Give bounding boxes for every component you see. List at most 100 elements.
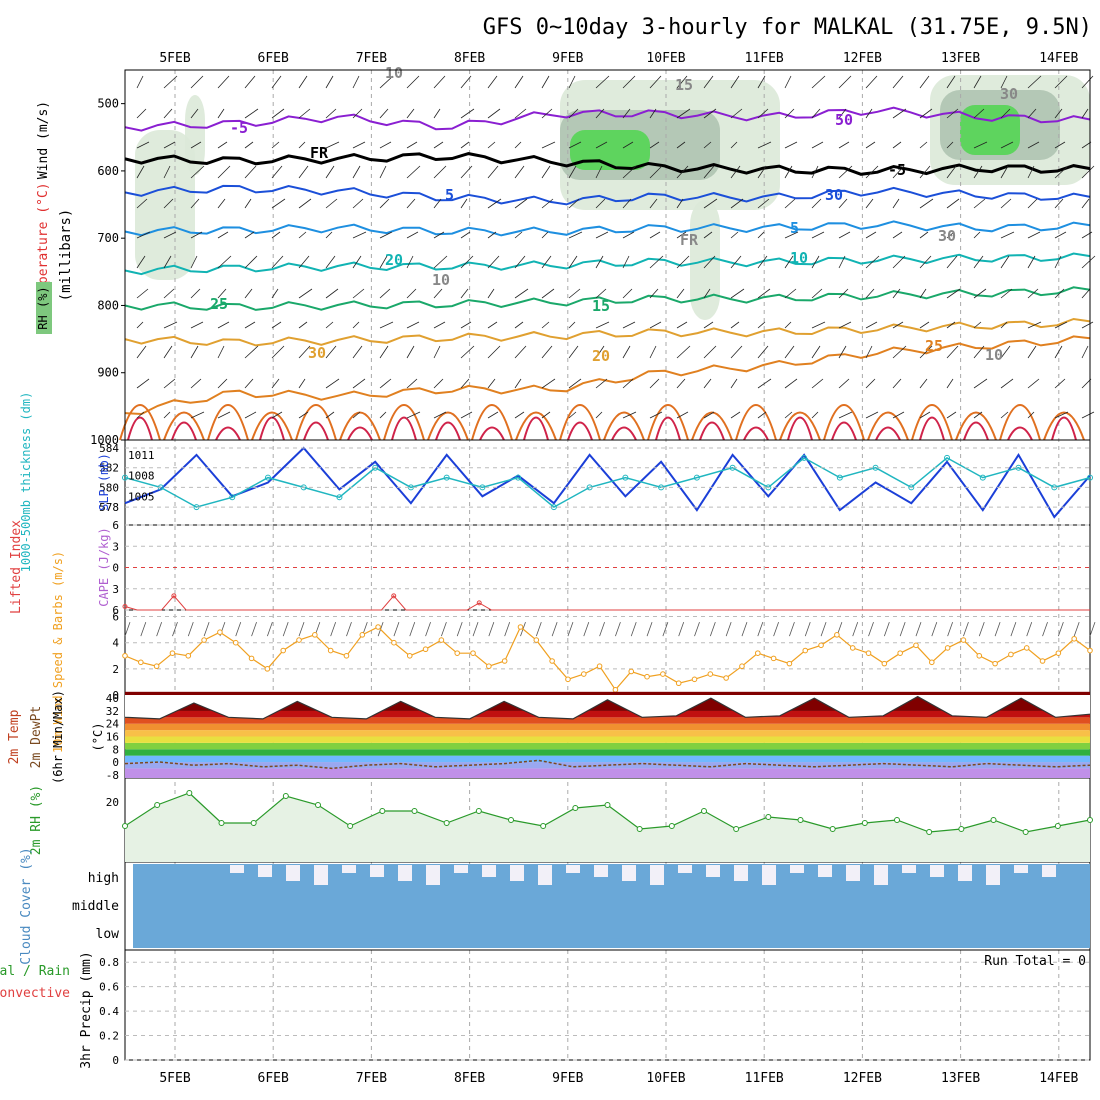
isotherm-10 (124, 220, 1091, 237)
wind-barb (811, 231, 825, 239)
wind-barb (433, 288, 443, 299)
wind-barb (514, 345, 527, 359)
temperature-axis-label: Temperature (°C) (36, 182, 51, 307)
wind-barb (946, 198, 960, 209)
wind-barb (676, 75, 688, 89)
wind-barb (217, 411, 231, 419)
contour-label: 15 (592, 297, 610, 315)
thickness-point (372, 464, 379, 471)
wind-barb-10m (599, 622, 605, 637)
wind-barb (838, 231, 851, 239)
date-label-bottom: 12FEB (843, 1071, 882, 1086)
wind-barb (514, 75, 524, 89)
wind-barb (217, 255, 232, 269)
pressure-tick-label: 1000 (90, 433, 119, 447)
contour-label: 30 (825, 186, 843, 204)
wind-barb (271, 141, 280, 149)
wind-barb-10m (678, 622, 685, 637)
rh-point (1054, 823, 1061, 829)
chart-title: GFS 0~10day 3-hourly for MALKAL (31.75E,… (483, 15, 1092, 40)
wind-barb (1000, 141, 1014, 149)
wind-speed-point (501, 658, 508, 664)
wind-barb (1081, 411, 1095, 419)
date-label-bottom: 13FEB (941, 1071, 980, 1086)
thickness-point (515, 474, 522, 481)
wind-barb (514, 108, 527, 119)
wind-barb-10m (994, 622, 1001, 637)
wind-barb (838, 165, 853, 179)
wind-barb (946, 288, 961, 299)
wind-barb (730, 165, 741, 179)
wind-barb (730, 288, 745, 299)
wind-barb-10m (1073, 622, 1080, 637)
wind-speed-point (1023, 645, 1030, 651)
wind-barb (163, 411, 171, 419)
wind-barb (919, 345, 933, 359)
wind-barb (649, 378, 660, 389)
temp-tick-label: 0 (112, 756, 119, 769)
thickness-point (693, 474, 700, 481)
isotherm-hot-loop (911, 404, 953, 441)
isotherm-hot-loop (559, 404, 601, 441)
wind-speed-point (976, 652, 983, 659)
wind-speed-point (438, 637, 445, 643)
temp-tick-label: 24 (106, 718, 120, 731)
thickness-point (443, 474, 450, 481)
wind-barb (271, 321, 282, 329)
wind-barb (1054, 108, 1063, 119)
wind-barb-10m (140, 622, 147, 637)
isotherm-warm-loop (171, 421, 197, 441)
wind-tick-label: 2 (112, 663, 119, 676)
wind-barb (217, 198, 226, 209)
pressure-tick-label: 700 (97, 231, 119, 245)
wind-barb (460, 198, 468, 209)
wind-barb (1081, 255, 1096, 269)
wind-barb (865, 378, 876, 389)
wind-barb (1027, 255, 1036, 269)
wind-speed-point (138, 659, 144, 666)
isotherm-5 (124, 184, 1091, 206)
isotherm-hot-loop (779, 411, 821, 441)
cloud-gap (678, 865, 692, 873)
wind-barb (217, 108, 225, 119)
contour-label: -5 (888, 161, 906, 179)
wind-barb (298, 198, 312, 209)
wind-speed-point (549, 658, 555, 664)
rh-point (990, 817, 997, 823)
lifted-index-line (124, 595, 1090, 611)
wind-barb-10m (773, 622, 779, 637)
wind-barb (649, 345, 657, 359)
wind-barb (244, 378, 254, 389)
cloud-gap (818, 865, 832, 877)
wind-barb (406, 321, 420, 329)
wind-barb (298, 288, 313, 299)
wind-barb-10m (1026, 622, 1033, 637)
wind-barb (784, 288, 797, 299)
wind-speed-point (422, 646, 429, 653)
temperature-line (124, 695, 1091, 720)
wind-barb (730, 345, 743, 359)
wind-barb (379, 231, 393, 239)
wind-barb (757, 231, 765, 239)
wind-barb (1054, 288, 1065, 299)
thickness-point (801, 454, 808, 461)
wind-barb (784, 378, 798, 389)
date-label-bottom: 10FEB (646, 1071, 685, 1086)
isotherm-15 (124, 252, 1091, 276)
slp-axis-label: SLP (mb) (97, 453, 111, 511)
wind-barb (676, 165, 689, 179)
wind-barb (325, 288, 339, 299)
rh-point (282, 793, 289, 799)
wind-barb-10m (203, 622, 210, 637)
isotherm-20 (124, 286, 1091, 311)
pressure-tick-label: 900 (97, 366, 119, 380)
cloud-level-label: high (88, 871, 119, 886)
wind-barb (136, 108, 147, 119)
cloud-gap (1014, 865, 1028, 873)
wind-speed-point (486, 663, 492, 670)
wind-barb (1054, 255, 1062, 269)
temp-tick-label: -8 (106, 769, 119, 782)
wind-barb (595, 321, 610, 329)
rh-point (1022, 829, 1029, 835)
contour-label: 10 (385, 64, 403, 82)
